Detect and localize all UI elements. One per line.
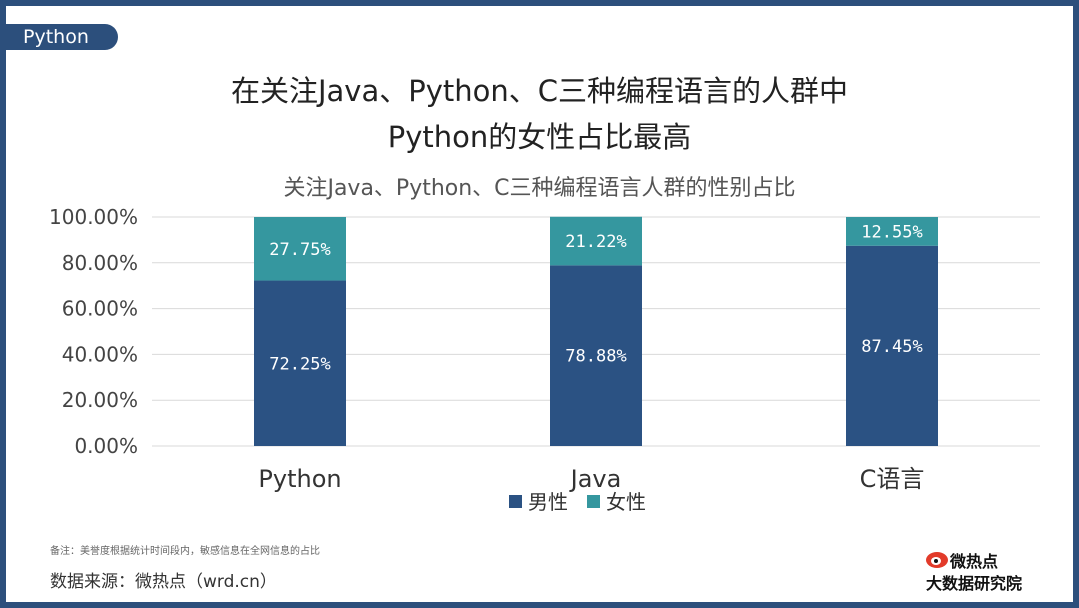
y-tick-label: 40.00% xyxy=(62,342,138,366)
chart-title: 关注Java、Python、C三种编程语言人群的性别占比 xyxy=(283,176,796,201)
logo-subtitle: 大数据研究院 xyxy=(926,574,1023,593)
data-label: 87.45% xyxy=(861,337,922,357)
logo-brand: 微热点 xyxy=(950,552,999,571)
legend-label: 男性 xyxy=(528,490,568,514)
bar-segment xyxy=(846,245,938,446)
weiredian-logo: 微热点 大数据研究院 xyxy=(924,548,1044,596)
footnote: 备注：美誉度根据统计时间段内，敏感信息在全网信息的占比 xyxy=(50,546,320,557)
legend-swatch xyxy=(509,495,522,508)
y-tick-label: 0.00% xyxy=(74,434,138,458)
title-line-1: 在关注Java、Python、C三种编程语言的人群中 xyxy=(230,74,849,108)
section-tag: Python xyxy=(6,24,118,50)
bar-segment xyxy=(254,280,346,446)
y-tick-label: 20.00% xyxy=(62,388,138,412)
data-label: 78.88% xyxy=(565,347,626,367)
x-category-label: Java xyxy=(569,465,622,493)
bar-segment xyxy=(846,217,938,246)
x-category-label: C语言 xyxy=(860,465,925,493)
bar-segment xyxy=(254,217,346,281)
data-source: 数据来源：微热点（wrd.cn） xyxy=(50,572,277,592)
data-label: 72.25% xyxy=(269,354,330,374)
legend-label: 女性 xyxy=(606,490,646,514)
data-label: 21.22% xyxy=(565,232,626,252)
y-tick-label: 100.00% xyxy=(49,205,138,229)
data-label: 12.55% xyxy=(861,222,922,242)
title-line-2: Python的女性占比最高 xyxy=(387,120,692,154)
y-tick-label: 80.00% xyxy=(62,251,138,275)
data-label: 27.75% xyxy=(269,240,330,260)
x-category-label: Python xyxy=(258,465,341,493)
bar-segment xyxy=(550,216,642,266)
weibo-eye-icon xyxy=(926,552,948,568)
legend-swatch xyxy=(587,495,600,508)
y-tick-label: 60.00% xyxy=(62,297,138,321)
bar-segment xyxy=(550,265,642,446)
